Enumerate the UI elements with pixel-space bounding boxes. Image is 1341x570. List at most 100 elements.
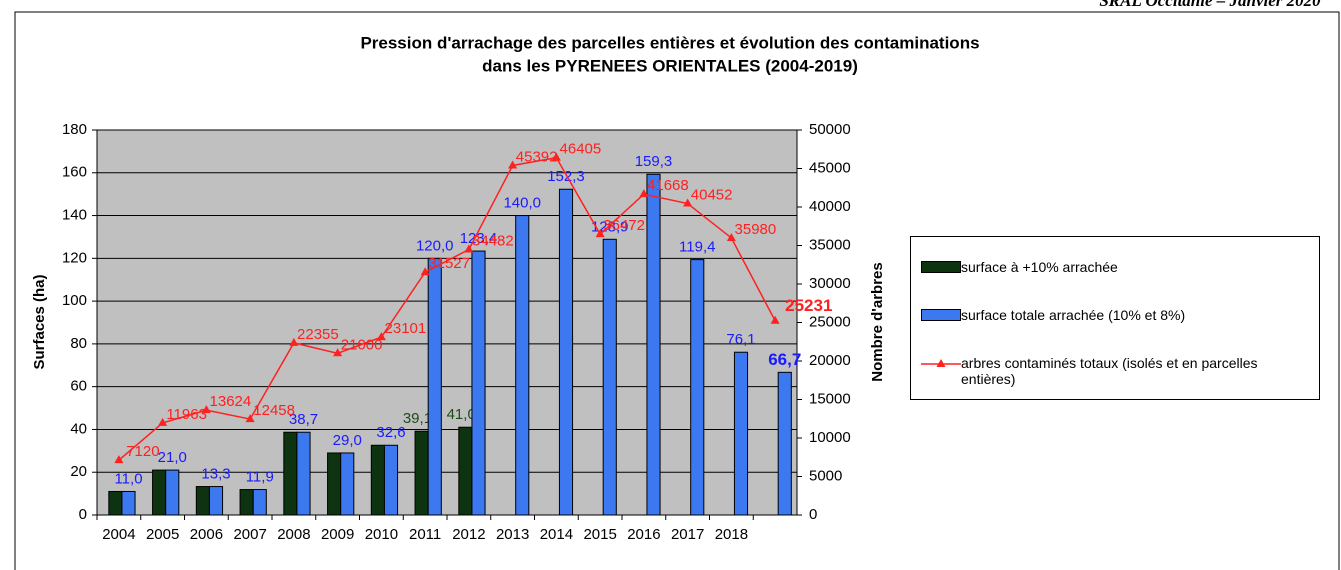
bar [152, 469, 167, 516]
bar [733, 351, 749, 516]
legend-item: arbres contaminés totaux (isolés et en p… [921, 355, 1301, 387]
bar [208, 486, 224, 516]
line-marker [420, 267, 430, 276]
bar [195, 486, 210, 516]
bar [458, 426, 473, 516]
line-marker [464, 244, 474, 253]
y-axis-label: Surfaces (ha) [31, 274, 48, 369]
y2-tick-label: 15000 [809, 390, 851, 407]
data-label: 32,6 [376, 424, 405, 441]
data-label: 40452 [691, 186, 733, 203]
bar [327, 452, 342, 516]
x-tick-label: 2010 [365, 526, 398, 543]
line-marker [201, 405, 211, 414]
y-tick-label: 0 [79, 506, 87, 523]
x-tick-label: 2007 [233, 526, 266, 543]
data-label: 29,0 [333, 432, 362, 449]
line-marker [289, 337, 299, 346]
x-tick-label: 2012 [452, 526, 485, 543]
data-label: 11963 [166, 406, 207, 423]
x-tick-label: 2014 [540, 526, 573, 543]
line-marker [114, 455, 124, 464]
legend-swatch [921, 309, 961, 321]
data-label: 159,3 [635, 153, 673, 170]
bar [239, 489, 254, 516]
data-label: 25231 [785, 296, 832, 315]
data-label: 152,3 [547, 168, 585, 185]
x-tick-label: 2018 [715, 526, 748, 543]
bar [296, 431, 311, 516]
bar [383, 444, 399, 516]
x-tick-label: 2006 [190, 526, 223, 543]
line-marker [158, 417, 168, 426]
y-tick-label: 140 [62, 207, 87, 224]
legend-swatch [921, 261, 961, 273]
data-label: 21000 [341, 336, 383, 353]
y2-tick-label: 5000 [809, 467, 842, 484]
data-label: 11,0 [114, 470, 142, 487]
x-tick-label: 2011 [409, 526, 441, 543]
chart-title: Pression d'arrachage des parcelles entiè… [360, 33, 979, 52]
data-label: 22355 [297, 326, 339, 343]
bar [646, 173, 661, 516]
data-label: 12458 [253, 402, 295, 419]
bar [427, 257, 442, 516]
data-label: 23101 [385, 320, 427, 337]
x-tick-label: 2004 [102, 526, 135, 543]
data-label: 45392 [516, 148, 558, 165]
data-label: 140,0 [503, 195, 541, 212]
y2-tick-label: 30000 [809, 275, 851, 292]
y2-axis-label: Nombre d'arbres [869, 262, 886, 381]
bar [283, 431, 298, 516]
data-label: 38,7 [289, 411, 318, 428]
data-label: 36472 [603, 217, 645, 234]
x-tick-label: 2009 [321, 526, 354, 543]
x-tick-label: 2017 [671, 526, 704, 543]
line-marker [683, 198, 693, 207]
y2-tick-label: 45000 [809, 159, 851, 176]
y-tick-label: 100 [62, 292, 87, 309]
y-tick-label: 40 [70, 420, 87, 437]
line-marker [595, 229, 605, 238]
line-marker [333, 348, 343, 357]
bar [252, 489, 267, 516]
data-label: 76,1 [726, 331, 755, 348]
data-label: 120,0 [416, 237, 454, 254]
line [118, 156, 776, 461]
bar [515, 215, 530, 516]
bar [602, 238, 617, 516]
x-tick-label: 2005 [146, 526, 179, 543]
y2-tick-label: 20000 [809, 352, 851, 369]
bar [340, 452, 355, 516]
y2-tick-label: 35000 [809, 236, 851, 253]
legend-label: surface totale arrachée (10% et 8%) [961, 307, 1186, 323]
line-marker [245, 414, 255, 423]
data-label: 31527 [428, 255, 470, 272]
y2-tick-label: 40000 [809, 198, 851, 215]
y-tick-label: 60 [70, 378, 87, 395]
line-marker [508, 160, 518, 169]
line-marker [551, 152, 561, 161]
bar [121, 490, 136, 516]
bar [108, 490, 123, 516]
y2-tick-label: 10000 [809, 429, 851, 446]
line-marker [726, 232, 736, 241]
bar [690, 259, 705, 516]
bar [165, 469, 180, 516]
data-label: 35980 [735, 221, 777, 238]
bar [777, 371, 792, 516]
data-label: 7120 [126, 443, 159, 460]
data-label: 46405 [560, 141, 602, 158]
data-label: 13624 [210, 393, 252, 410]
y2-tick-label: 50000 [809, 121, 851, 138]
x-tick-label: 2013 [496, 526, 529, 543]
chart-frame [14, 11, 1340, 570]
data-label: 13,3 [201, 466, 230, 483]
y-tick-label: 160 [62, 164, 87, 181]
data-label: 34482 [472, 232, 514, 249]
data-label: 41668 [647, 177, 689, 194]
chart-title: dans les PYRENEES ORIENTALES (2004-2019) [482, 56, 858, 75]
legend-label: arbres contaminés totaux (isolés et en p… [961, 355, 1258, 387]
bar [414, 430, 429, 516]
